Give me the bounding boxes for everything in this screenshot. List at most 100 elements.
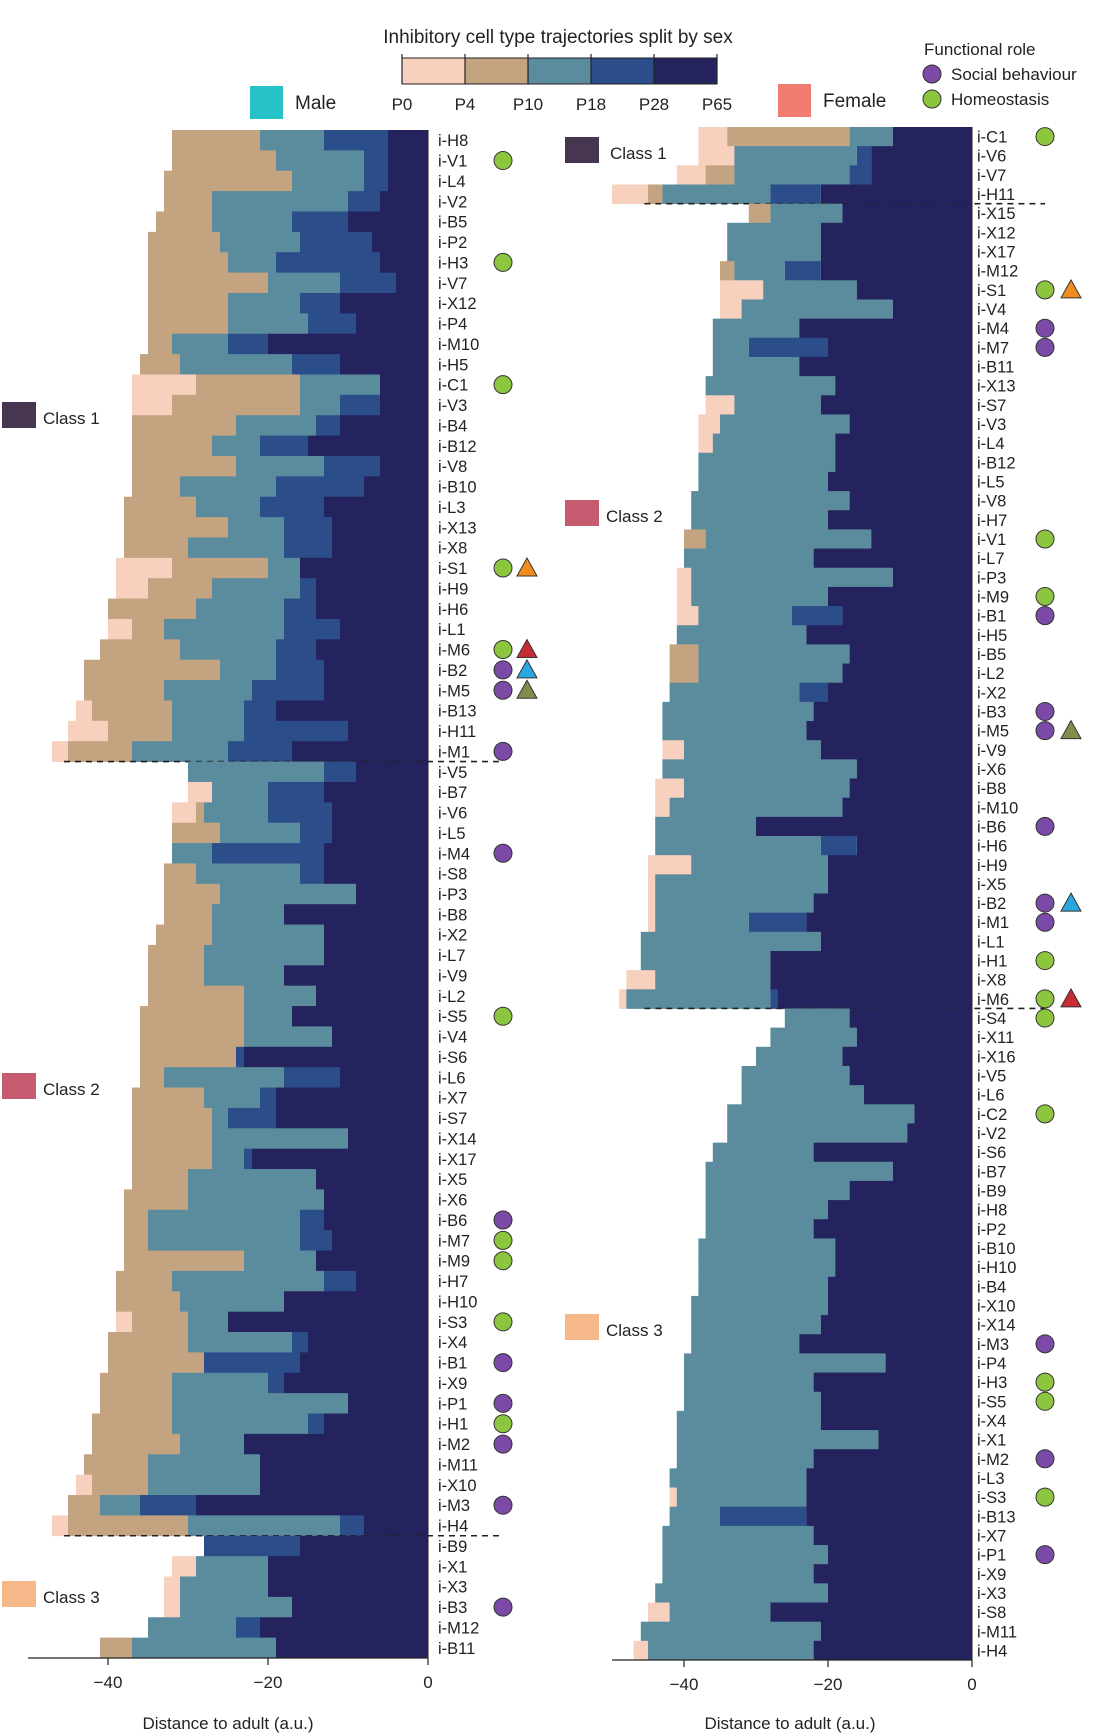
bar-segment [220,231,300,253]
bar-segment [180,1596,292,1618]
bar-segment [116,1311,132,1333]
bar-segment [116,557,172,579]
cell-type-label: i-M9 [438,1253,470,1271]
bar-segment [316,639,428,661]
bar-segment [340,394,380,416]
bar-segment [68,1515,188,1537]
bar-segment [180,1291,284,1313]
bar-segment [849,1008,972,1029]
bar-segment [364,1515,428,1537]
cell-type-label: i-B12 [977,454,1016,472]
cell-type-label: i-X10 [438,1477,477,1495]
cell-type-label: i-S7 [977,397,1006,415]
bar-segment [300,578,316,599]
bar-segment [276,150,364,172]
bar-segment [244,720,348,742]
bar-segment [684,1391,821,1412]
bar-segment [698,414,720,434]
class-swatch [565,500,599,526]
cell-type-label: i-P3 [438,886,467,904]
bar-segment [300,374,380,396]
bar-segment [148,1617,236,1639]
class-label: Class 1 [43,409,100,428]
bar-segment [100,1393,172,1414]
cell-type-label: i-P2 [438,234,467,252]
role-dot [493,1210,513,1230]
cell-type-label: i-M3 [438,1497,470,1515]
bar-segment [914,1104,972,1124]
role-dot [1035,280,1055,300]
bar-segment [100,639,180,661]
cell-type-label: i-H3 [438,254,468,272]
bar-segment [180,1433,244,1455]
role-dot [1035,721,1055,741]
role-dot [493,1597,513,1617]
bar-segment [356,313,428,335]
class-label: Class 2 [606,507,663,526]
bar-segment [340,415,428,436]
bar-segment [308,313,356,335]
cell-type-label: i-B13 [977,1508,1016,1526]
bar-segment [156,924,212,946]
bar-segment [712,433,836,454]
bar-segment [108,1332,188,1353]
bar-segment [172,1372,268,1394]
bar-segment [276,1087,428,1109]
bar-segment [705,376,836,396]
bar-segment [698,452,836,473]
cell-type-label: i-B11 [977,359,1014,377]
cell-type-label: i-P3 [977,569,1006,587]
bar-segment [380,252,428,274]
bar-segment [148,965,204,987]
bar-segment [244,1148,252,1170]
bar-segment [140,1046,236,1068]
bar-segment [268,272,340,294]
bar-segment [684,1372,814,1393]
cell-type-label: i-V1 [977,531,1006,549]
role-dot [1035,893,1055,913]
cell-type-label: i-V6 [977,148,1006,166]
bar-segment [332,822,428,844]
cell-type-label: i-X1 [977,1432,1006,1450]
x-tick-label: −40 [94,1673,123,1692]
bar-segment [212,1148,244,1170]
bar-segment [172,843,212,864]
bar-segment [156,211,212,233]
bar-segment [148,1209,300,1231]
bar-segment [662,759,857,779]
x-tick-label: 0 [423,1673,432,1692]
class-swatch [2,1581,36,1607]
cell-type-label: i-B11 [438,1640,475,1658]
bar-segment [340,618,428,640]
class-swatch [565,1314,599,1340]
class-label: Class 3 [606,1321,663,1340]
bar-segment [748,912,807,933]
bar-segment [140,354,180,375]
bar-segment [813,1525,972,1546]
role-dot [493,1312,513,1332]
bar-segment [212,904,284,925]
bar-segment [164,1067,284,1088]
bar-segment [698,433,713,454]
bar-segment [396,272,428,294]
bar-segment [84,1454,148,1476]
triangle-marker [516,658,538,679]
cell-type-label: i-B10 [438,479,477,497]
bar-segment [316,598,428,620]
bar-segment [770,1602,972,1623]
bar-segment [124,537,188,559]
bar-segment [308,1332,428,1353]
bar-segment [727,1123,908,1144]
bar-segment [655,816,756,837]
cell-type-label: i-B12 [438,438,477,456]
cell-type-label: i-X5 [438,1171,467,1189]
bar-segment [842,797,972,818]
bar-segment [308,435,428,457]
bar-segment [260,1087,276,1109]
bar-segment [148,252,228,274]
cell-type-label: i-X14 [438,1130,477,1148]
cell-type-label: i-L6 [977,1087,1005,1105]
bar-segment [132,1311,188,1333]
bar-segment [172,130,260,151]
bar-segment [188,1189,324,1211]
